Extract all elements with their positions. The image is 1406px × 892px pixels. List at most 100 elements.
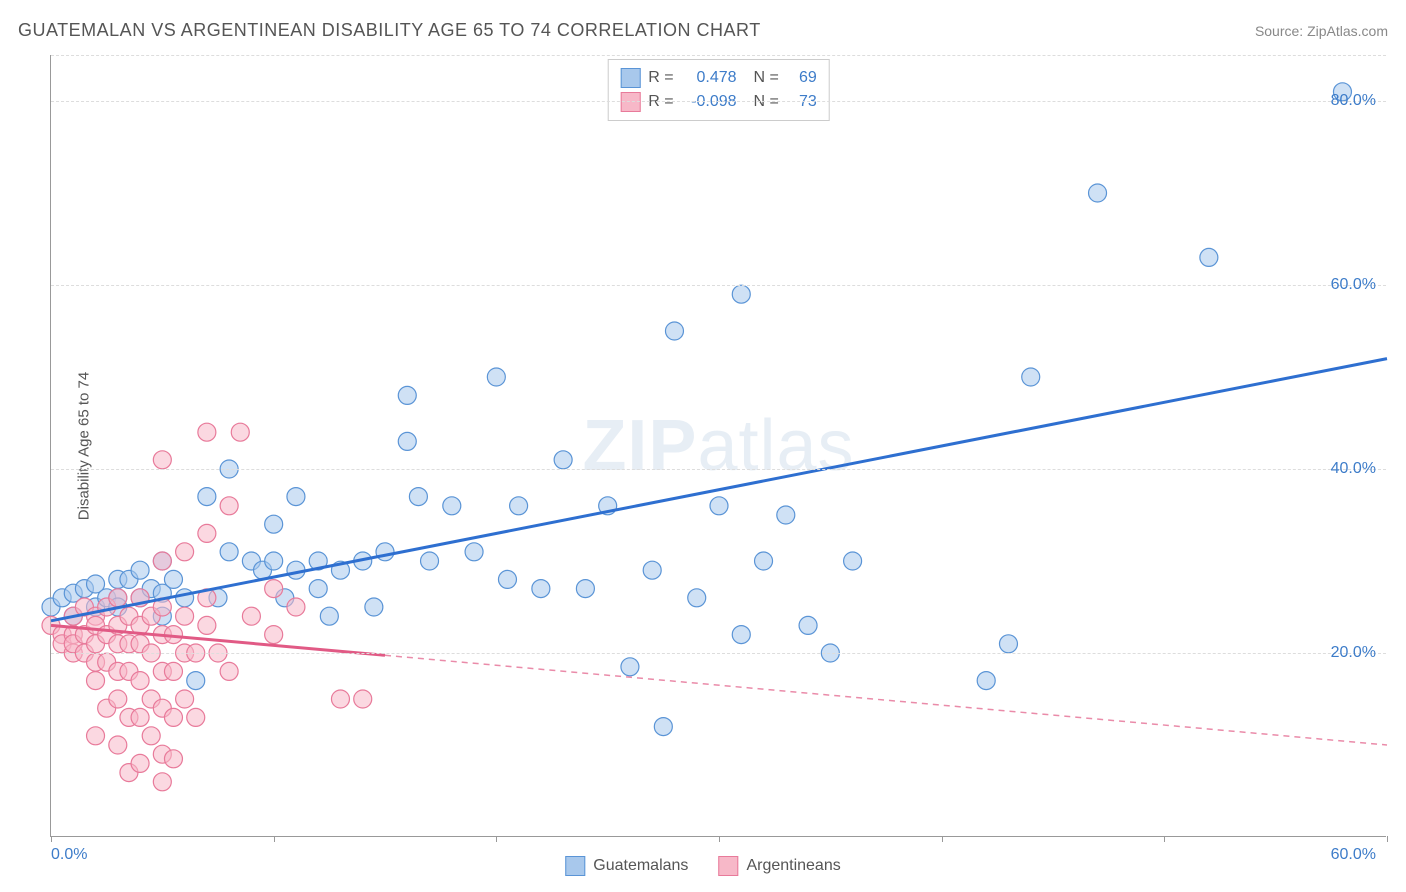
series-legend: Guatemalans Argentineans bbox=[565, 856, 840, 876]
data-point bbox=[554, 451, 572, 469]
gridline bbox=[51, 285, 1386, 286]
x-tick bbox=[1164, 836, 1165, 842]
data-point bbox=[220, 497, 238, 515]
data-point bbox=[164, 750, 182, 768]
x-tick bbox=[719, 836, 720, 842]
data-point bbox=[465, 543, 483, 561]
data-point bbox=[265, 552, 283, 570]
legend-swatch bbox=[718, 856, 738, 876]
data-point bbox=[977, 672, 995, 690]
data-point bbox=[176, 589, 194, 607]
data-point bbox=[287, 598, 305, 616]
data-point bbox=[220, 662, 238, 680]
data-point bbox=[398, 386, 416, 404]
data-point bbox=[398, 432, 416, 450]
data-point bbox=[164, 708, 182, 726]
data-point bbox=[999, 635, 1017, 653]
data-point bbox=[755, 552, 773, 570]
data-point bbox=[131, 708, 149, 726]
gridline bbox=[51, 101, 1386, 102]
data-point bbox=[320, 607, 338, 625]
data-point bbox=[665, 322, 683, 340]
x-tick bbox=[496, 836, 497, 842]
data-point bbox=[131, 672, 149, 690]
data-point bbox=[198, 423, 216, 441]
data-point bbox=[164, 662, 182, 680]
gridline bbox=[51, 653, 1386, 654]
legend-label: Guatemalans bbox=[593, 857, 688, 875]
data-point bbox=[176, 690, 194, 708]
data-point bbox=[354, 690, 372, 708]
data-point bbox=[109, 736, 127, 754]
legend-label: Argentineans bbox=[746, 857, 840, 875]
data-point bbox=[688, 589, 706, 607]
data-point bbox=[487, 368, 505, 386]
data-point bbox=[710, 497, 728, 515]
x-tick-label: 60.0% bbox=[1331, 846, 1376, 864]
data-point bbox=[87, 672, 105, 690]
data-point bbox=[109, 690, 127, 708]
data-point bbox=[187, 672, 205, 690]
legend-item: Guatemalans bbox=[565, 856, 688, 876]
data-point bbox=[176, 607, 194, 625]
data-point bbox=[176, 543, 194, 561]
data-point bbox=[198, 488, 216, 506]
y-tick-label: 60.0% bbox=[1331, 276, 1376, 294]
data-point bbox=[498, 570, 516, 588]
x-tick bbox=[51, 836, 52, 842]
data-point bbox=[1200, 248, 1218, 266]
data-point bbox=[421, 552, 439, 570]
data-point bbox=[242, 607, 260, 625]
data-point bbox=[142, 727, 160, 745]
gridline bbox=[51, 55, 1386, 56]
data-point bbox=[87, 727, 105, 745]
x-tick bbox=[1387, 836, 1388, 842]
data-point bbox=[164, 570, 182, 588]
y-tick-label: 20.0% bbox=[1331, 644, 1376, 662]
legend-item: Argentineans bbox=[718, 856, 840, 876]
data-point bbox=[732, 626, 750, 644]
data-point bbox=[220, 543, 238, 561]
data-point bbox=[621, 658, 639, 676]
data-point bbox=[844, 552, 862, 570]
data-point bbox=[1089, 184, 1107, 202]
source-attribution: Source: ZipAtlas.com bbox=[1255, 23, 1388, 39]
plot-area: ZIPatlas R =0.478 N =69R =-0.098 N =73 2… bbox=[50, 55, 1386, 837]
data-point bbox=[287, 488, 305, 506]
legend-swatch bbox=[565, 856, 585, 876]
data-point bbox=[777, 506, 795, 524]
x-tick-label: 0.0% bbox=[51, 846, 87, 864]
data-point bbox=[331, 690, 349, 708]
y-tick-label: 80.0% bbox=[1331, 92, 1376, 110]
data-point bbox=[265, 626, 283, 644]
data-point bbox=[309, 580, 327, 598]
data-point bbox=[265, 580, 283, 598]
data-point bbox=[654, 718, 672, 736]
trend-line-extrapolated bbox=[385, 655, 1387, 745]
data-point bbox=[576, 580, 594, 598]
data-point bbox=[409, 488, 427, 506]
data-point bbox=[732, 285, 750, 303]
data-point bbox=[510, 497, 528, 515]
data-point bbox=[799, 616, 817, 634]
data-point bbox=[131, 561, 149, 579]
scatter-chart bbox=[51, 55, 1386, 836]
data-point bbox=[231, 423, 249, 441]
data-point bbox=[153, 451, 171, 469]
x-tick bbox=[274, 836, 275, 842]
x-tick bbox=[942, 836, 943, 842]
data-point bbox=[365, 598, 383, 616]
data-point bbox=[198, 616, 216, 634]
data-point bbox=[198, 524, 216, 542]
data-point bbox=[131, 754, 149, 772]
data-point bbox=[153, 552, 171, 570]
data-point bbox=[643, 561, 661, 579]
gridline bbox=[51, 469, 1386, 470]
chart-title: GUATEMALAN VS ARGENTINEAN DISABILITY AGE… bbox=[18, 20, 761, 41]
data-point bbox=[109, 589, 127, 607]
data-point bbox=[153, 773, 171, 791]
data-point bbox=[532, 580, 550, 598]
trend-line bbox=[51, 359, 1387, 621]
data-point bbox=[1022, 368, 1040, 386]
data-point bbox=[187, 708, 205, 726]
